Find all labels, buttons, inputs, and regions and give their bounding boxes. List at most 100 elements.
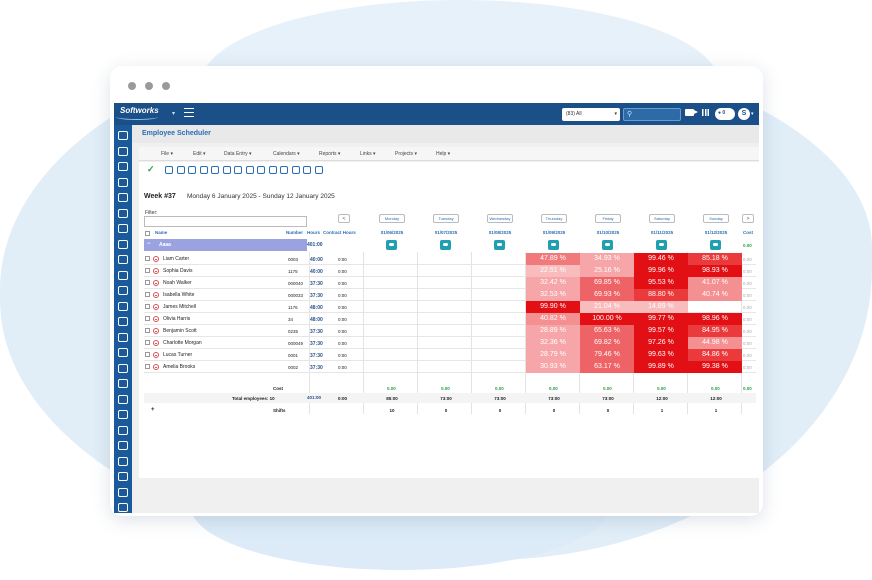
employee-name[interactable]: James Mitchell [163, 304, 197, 310]
employee-remove-icon[interactable] [153, 339, 159, 346]
user-search-input[interactable]: ⚲ [623, 108, 681, 121]
row-checkbox[interactable] [145, 292, 150, 297]
comment-icon[interactable] [548, 240, 559, 250]
utilization-cell[interactable]: 98.93 % [688, 265, 742, 277]
employee-name[interactable]: Liam Carter [163, 256, 190, 262]
select-all-checkbox[interactable] [145, 231, 150, 236]
utilization-cell[interactable]: 40.74 % [688, 289, 742, 301]
employee-name[interactable]: Benjamin Scott [163, 328, 197, 334]
sidebar-nav-icon[interactable] [118, 208, 128, 218]
check-icon[interactable]: ✓ [147, 164, 155, 174]
prev-week-button[interactable]: < [338, 214, 350, 223]
window-dot[interactable] [128, 82, 136, 90]
row-checkbox[interactable] [145, 364, 150, 369]
employee-remove-icon[interactable] [153, 303, 159, 310]
row-checkbox[interactable] [145, 280, 150, 285]
employee-remove-icon[interactable] [153, 279, 159, 286]
user-avatar[interactable]: S [738, 108, 750, 120]
sidebar-nav-icon[interactable] [118, 255, 128, 264]
comment-icon[interactable] [656, 240, 667, 250]
toolbar-action-icon[interactable] [303, 166, 311, 174]
utilization-cell[interactable]: 97.26 % [634, 337, 688, 349]
comment-icon[interactable] [494, 240, 505, 250]
column-header-cost[interactable]: Cost [743, 230, 753, 235]
utilization-cell[interactable]: 85.18 % [688, 253, 742, 265]
toolbar-action-icon[interactable] [188, 166, 196, 174]
column-header-number[interactable]: Number [286, 230, 304, 235]
utilization-cell[interactable]: 99.46 % [634, 253, 688, 265]
utilization-cell[interactable]: 25.16 % [580, 265, 634, 277]
menu-item-edit[interactable]: Edit ▾ [193, 151, 206, 157]
utilization-cell[interactable]: 88.80 % [634, 289, 688, 301]
sidebar-nav-icon[interactable] [118, 146, 128, 156]
utilization-cell[interactable]: 28.79 % [526, 349, 580, 361]
add-shift-button[interactable]: + [151, 407, 155, 413]
menu-item-data-entry[interactable]: Data Entry ▾ [224, 151, 252, 157]
employee-name[interactable]: Charlotte Morgan [163, 340, 202, 346]
sidebar-nav-icon[interactable] [118, 441, 128, 450]
row-checkbox[interactable] [145, 256, 150, 261]
menu-item-help[interactable]: Help ▾ [436, 151, 451, 157]
utilization-cell[interactable]: 30.93 % [526, 361, 580, 373]
column-header-date[interactable]: 01/08/2025 [488, 230, 512, 235]
toolbar-action-icon[interactable] [257, 166, 265, 174]
employee-remove-icon[interactable] [153, 267, 159, 274]
column-header-date[interactable]: 01/06/2025 [380, 230, 404, 235]
utilization-cell[interactable] [688, 301, 742, 313]
day-header-button[interactable]: Thursday [541, 214, 567, 223]
group-row[interactable]: − Aaaa [144, 239, 307, 251]
comment-icon[interactable] [602, 240, 613, 250]
utilization-cell[interactable]: 41.07 % [688, 277, 742, 289]
utilization-cell[interactable]: 44.98 % [688, 337, 742, 349]
sidebar-nav-icon[interactable] [118, 286, 128, 295]
sidebar-nav-icon[interactable] [118, 503, 128, 512]
toolbar-action-icon[interactable] [176, 166, 185, 174]
employee-name[interactable]: Noah Walker [163, 280, 192, 286]
day-header-button[interactable]: Monday [379, 214, 405, 223]
toolbar-action-icon[interactable] [268, 166, 277, 174]
utilization-cell[interactable]: 100.00 % [580, 313, 634, 325]
utilization-cell[interactable]: 21.04 % [580, 301, 634, 313]
utilization-cell[interactable]: 99.77 % [634, 313, 688, 325]
sidebar-nav-icon[interactable] [118, 456, 128, 466]
sidebar-nav-icon[interactable] [118, 317, 128, 326]
utilization-cell[interactable]: 34.93 % [580, 253, 634, 265]
day-header-button[interactable]: Saturday [649, 214, 675, 223]
employee-name[interactable]: Amelia Brooks [163, 364, 196, 370]
utilization-cell[interactable]: 65.63 % [580, 325, 634, 337]
utilization-cell[interactable]: 47.89 % [526, 253, 580, 265]
toolbar-action-icon[interactable] [280, 166, 288, 174]
sidebar-nav-icon[interactable] [118, 472, 128, 481]
column-header-date[interactable]: 01/12/2025 [704, 230, 728, 235]
employee-remove-icon[interactable] [153, 315, 159, 322]
column-header-date[interactable]: 01/11/2025 [650, 230, 674, 235]
sidebar-nav-icon[interactable] [118, 348, 128, 357]
sidebar-nav-icon[interactable] [118, 410, 128, 419]
utilization-cell[interactable]: 32.36 % [526, 337, 580, 349]
column-header-date[interactable]: 01/09/2025 [542, 230, 566, 235]
chevron-down-icon[interactable]: ▾ [172, 111, 176, 117]
sidebar-nav-icon[interactable] [118, 332, 128, 342]
utilization-cell[interactable]: 69.82 % [580, 337, 634, 349]
notifications-badge[interactable]: ● 0 [715, 108, 735, 120]
utilization-cell[interactable]: 32.42 % [526, 277, 580, 289]
menu-item-projects[interactable]: Projects ▾ [395, 151, 417, 157]
toolbar-action-icon[interactable] [234, 166, 242, 174]
utilization-cell[interactable]: 95.53 % [634, 277, 688, 289]
utilization-cell[interactable]: 98.96 % [688, 313, 742, 325]
sidebar-nav-icon[interactable] [118, 394, 128, 404]
employee-remove-icon[interactable] [153, 351, 159, 358]
utilization-cell[interactable]: 69.85 % [580, 277, 634, 289]
row-checkbox[interactable] [145, 352, 150, 357]
column-header-date[interactable]: 01/07/2025 [434, 230, 458, 235]
utilization-cell[interactable]: 99.38 % [688, 361, 742, 373]
utilization-cell[interactable]: 28.89 % [526, 325, 580, 337]
employee-name[interactable]: Olivia Harris [163, 316, 191, 322]
sidebar-nav-icon[interactable] [118, 193, 128, 202]
utilization-cell[interactable]: 69.93 % [580, 289, 634, 301]
column-header-hours[interactable]: Hours [307, 230, 321, 235]
sidebar-nav-icon[interactable] [118, 487, 128, 497]
row-checkbox[interactable] [145, 304, 150, 309]
toolbar-action-icon[interactable] [291, 166, 300, 174]
utilization-cell[interactable]: 14.89 % [634, 301, 688, 313]
